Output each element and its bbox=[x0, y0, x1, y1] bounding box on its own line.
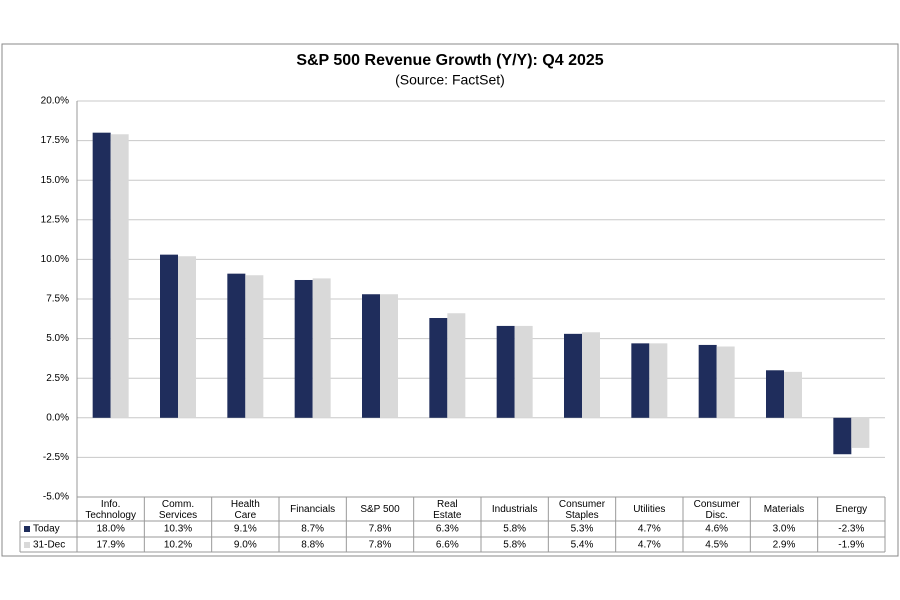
data-label: 9.1% bbox=[234, 524, 257, 535]
x-tick-label: Energy bbox=[835, 504, 868, 515]
data-label: 2.9% bbox=[773, 540, 796, 551]
chart-title: S&P 500 Revenue Growth (Y/Y): Q4 2025 bbox=[296, 52, 603, 69]
data-label: 4.6% bbox=[705, 524, 728, 535]
bar bbox=[496, 325, 515, 418]
data-label: 7.8% bbox=[369, 540, 392, 551]
data-label: 6.6% bbox=[436, 540, 459, 551]
legend-label: 31-Dec bbox=[33, 540, 65, 551]
bar bbox=[92, 132, 111, 418]
bar bbox=[245, 275, 264, 418]
bar bbox=[178, 256, 196, 418]
data-label: 5.8% bbox=[503, 524, 526, 535]
data-label: 10.2% bbox=[164, 540, 192, 551]
y-tick-label: 10.0% bbox=[41, 254, 69, 265]
data-label: 8.7% bbox=[301, 524, 324, 535]
bar bbox=[766, 370, 784, 418]
y-tick-label: 0.0% bbox=[46, 412, 69, 423]
data-label: -1.9% bbox=[838, 540, 864, 551]
bar bbox=[227, 273, 246, 418]
data-label: 4.5% bbox=[705, 540, 728, 551]
data-label: 3.0% bbox=[773, 524, 796, 535]
frame bbox=[1, 43, 899, 557]
bar bbox=[582, 332, 600, 418]
y-tick-label: 17.5% bbox=[41, 135, 69, 146]
bar bbox=[380, 294, 398, 418]
data-label: 5.3% bbox=[571, 524, 594, 535]
y-tick-label: 2.5% bbox=[46, 373, 69, 384]
y-tick-label: 12.5% bbox=[41, 214, 69, 225]
bar bbox=[160, 254, 178, 418]
legend-key bbox=[24, 526, 30, 532]
bar bbox=[110, 134, 129, 418]
bar bbox=[294, 279, 313, 418]
bar bbox=[833, 417, 852, 455]
x-tick-label: Financials bbox=[290, 504, 336, 515]
bar bbox=[312, 278, 331, 418]
x-tick-label: Utilities bbox=[633, 504, 666, 515]
data-label: -2.3% bbox=[838, 524, 864, 535]
data-label: 8.8% bbox=[301, 540, 324, 551]
y-tick-label: 5.0% bbox=[46, 333, 69, 344]
legend-key bbox=[24, 542, 30, 548]
data-label: 18.0% bbox=[96, 524, 124, 535]
x-tick-label: Comm. Services bbox=[158, 498, 198, 521]
bar bbox=[649, 343, 668, 418]
x-tick-label: Industrials bbox=[491, 504, 538, 515]
bar bbox=[429, 318, 448, 418]
bar bbox=[784, 371, 802, 418]
legend-label: Today bbox=[33, 524, 60, 535]
bar bbox=[716, 346, 735, 418]
x-tick-label: Real Estate bbox=[433, 498, 462, 521]
y-tick-label: 20.0% bbox=[41, 96, 69, 107]
bar bbox=[564, 333, 582, 418]
data-label: 9.0% bbox=[234, 540, 257, 551]
data-label: 6.3% bbox=[436, 524, 459, 535]
x-tick-label: Info. Technology bbox=[85, 498, 136, 521]
data-label: 10.3% bbox=[164, 524, 192, 535]
data-label: 7.8% bbox=[369, 524, 392, 535]
x-tick-label: Consumer Disc. bbox=[693, 498, 740, 521]
y-tick-label: 7.5% bbox=[46, 294, 69, 305]
y-tick-label: 15.0% bbox=[41, 175, 69, 186]
bar bbox=[698, 344, 717, 418]
y-tick-label: -5.0% bbox=[43, 492, 69, 503]
data-label: 17.9% bbox=[96, 540, 124, 551]
chart-subtitle: (Source: FactSet) bbox=[395, 72, 505, 88]
bar bbox=[631, 343, 650, 418]
bar bbox=[447, 313, 466, 418]
bar bbox=[514, 325, 533, 418]
data-label: 5.8% bbox=[503, 540, 526, 551]
x-tick-label: S&P 500 bbox=[360, 504, 400, 515]
bar bbox=[362, 294, 380, 418]
x-tick-label: Consumer Staples bbox=[558, 498, 606, 521]
bar bbox=[851, 417, 870, 448]
data-label: 4.7% bbox=[638, 524, 661, 535]
x-tick-label: Materials bbox=[763, 504, 805, 515]
x-tick-label: Health Care bbox=[230, 498, 260, 521]
data-label: 4.7% bbox=[638, 540, 661, 551]
y-tick-label: -2.5% bbox=[43, 452, 69, 463]
data-label: 5.4% bbox=[571, 540, 594, 551]
